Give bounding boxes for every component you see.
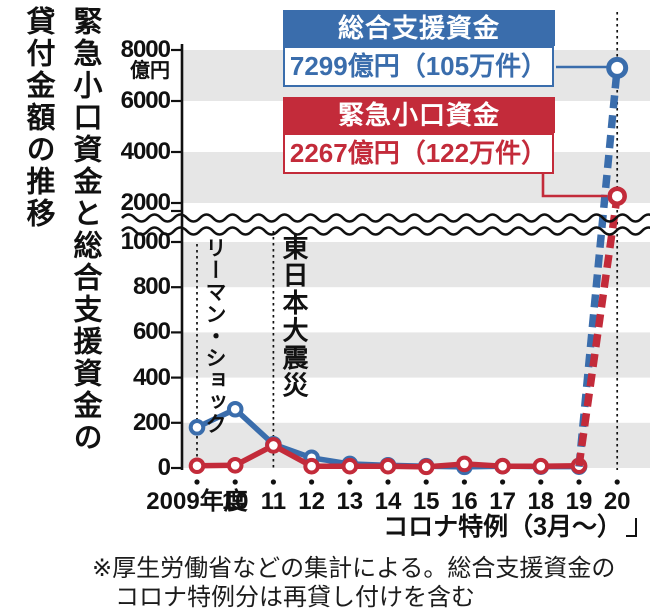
callout-sougou-title: 総合支援資金 bbox=[283, 10, 555, 46]
y-axis-label: 800 bbox=[132, 273, 171, 301]
y-axis-label: 2000 bbox=[120, 189, 171, 216]
chart-title-line2: 貸付金額の推移 bbox=[22, 6, 55, 230]
y-axis-label: 200 bbox=[132, 408, 171, 436]
x-axis-label: 19 bbox=[565, 488, 593, 515]
x-axis-label: 13 bbox=[336, 488, 364, 515]
y-axis-unit-label: 億円 bbox=[130, 60, 170, 82]
x-axis-label: 2009年度 bbox=[146, 488, 248, 515]
y-axis-label: 4000 bbox=[120, 138, 171, 165]
y-axis-label: 8000 bbox=[120, 36, 171, 63]
callout-kinkyu-title: 緊急小口資金 bbox=[283, 97, 555, 133]
y-axis-label: 400 bbox=[132, 363, 171, 391]
x-axis-label: 17 bbox=[489, 488, 516, 515]
y-axis-label: 6000 bbox=[120, 87, 171, 114]
source-note-line2: コロナ特例分は再貸し付けを含む bbox=[115, 584, 475, 611]
callout-sougou-value: 7299億円（105万件） bbox=[283, 46, 554, 87]
x-axis-label: 11 bbox=[260, 488, 287, 515]
annotation-earthquake: 東日本大震災 bbox=[279, 234, 309, 399]
x-axis-label: 10 bbox=[221, 488, 249, 515]
x-axis-label: 12 bbox=[298, 488, 325, 515]
source-note-line1: ※厚生労働省などの集計による。総合支援資金の bbox=[92, 555, 616, 582]
y-axis-label: 0 bbox=[157, 454, 171, 481]
annotation-lehman-shock: リーマン・ショック bbox=[203, 237, 226, 435]
x-axis-label: 20 bbox=[603, 488, 631, 515]
y-axis-label: 1000 bbox=[120, 228, 171, 255]
x-axis-label: 16 bbox=[451, 488, 478, 515]
chart-title: 緊急小口資金と総合支援資金の 貸付金額の推移 bbox=[2, 6, 108, 606]
x-axis-label: 14 bbox=[374, 488, 402, 515]
corona-bracket-line bbox=[626, 518, 637, 537]
y-axis-label: 600 bbox=[132, 318, 171, 346]
x-axis-label: 15 bbox=[412, 488, 440, 515]
annotation-corona: コロナ特例（3月～） bbox=[383, 513, 622, 541]
x-axis-label: 18 bbox=[527, 488, 555, 515]
chart-title-line1: 緊急小口資金と総合支援資金の bbox=[69, 6, 101, 454]
callout-kinkyu-value: 2267億円（122万件） bbox=[283, 133, 554, 174]
